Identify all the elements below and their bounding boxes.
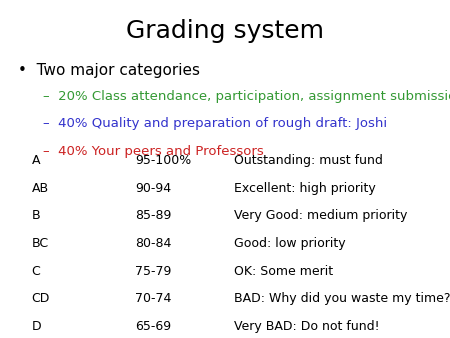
- Text: –  40% Your peers and Professors: – 40% Your peers and Professors: [43, 145, 264, 158]
- Text: Excellent: high priority: Excellent: high priority: [234, 182, 376, 194]
- Text: 80-84: 80-84: [135, 237, 171, 250]
- Text: BAD: Why did you waste my time?: BAD: Why did you waste my time?: [234, 292, 450, 305]
- Text: Very BAD: Do not fund!: Very BAD: Do not fund!: [234, 320, 380, 333]
- Text: BC: BC: [32, 237, 49, 250]
- Text: 85-89: 85-89: [135, 209, 171, 222]
- Text: AB: AB: [32, 182, 49, 194]
- Text: 65-69: 65-69: [135, 320, 171, 333]
- Text: CD: CD: [32, 292, 50, 305]
- Text: –  20% Class attendance, participation, assignment submissions: – 20% Class attendance, participation, a…: [43, 90, 450, 102]
- Text: Good: low priority: Good: low priority: [234, 237, 346, 250]
- Text: –  40% Quality and preparation of rough draft: Joshi: – 40% Quality and preparation of rough d…: [43, 117, 387, 130]
- Text: 95-100%: 95-100%: [135, 154, 191, 167]
- Text: 70-74: 70-74: [135, 292, 171, 305]
- Text: Very Good: medium priority: Very Good: medium priority: [234, 209, 407, 222]
- Text: Grading system: Grading system: [126, 19, 324, 43]
- Text: D: D: [32, 320, 41, 333]
- Text: OK: Some merit: OK: Some merit: [234, 265, 333, 277]
- Text: B: B: [32, 209, 40, 222]
- Text: A: A: [32, 154, 40, 167]
- Text: Outstanding: must fund: Outstanding: must fund: [234, 154, 383, 167]
- Text: 90-94: 90-94: [135, 182, 171, 194]
- Text: C: C: [32, 265, 40, 277]
- Text: 75-79: 75-79: [135, 265, 171, 277]
- Text: •  Two major categories: • Two major categories: [18, 63, 200, 77]
